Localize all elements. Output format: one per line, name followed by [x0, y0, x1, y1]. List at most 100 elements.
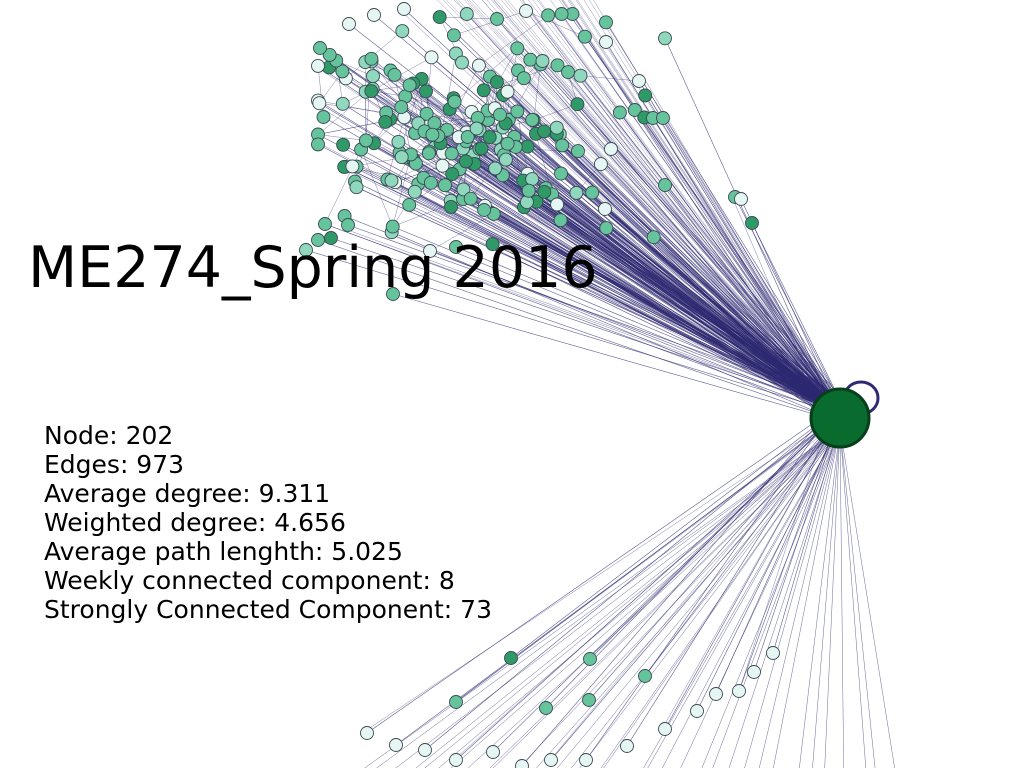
graph-node — [299, 243, 313, 257]
graph-node — [550, 197, 565, 212]
graph-node — [569, 185, 584, 200]
graph-node — [519, 195, 534, 210]
graph-node — [313, 41, 327, 55]
graph-node — [535, 54, 550, 68]
graph-node — [449, 695, 463, 709]
graph-node — [544, 753, 558, 767]
graph-node — [599, 221, 614, 236]
graph-node — [360, 726, 374, 740]
graph-node — [658, 31, 672, 46]
graph-node — [490, 12, 504, 26]
graph-node — [474, 141, 489, 156]
nodes-layer — [299, 2, 780, 768]
graph-node — [489, 75, 504, 90]
graph-node — [553, 213, 568, 228]
graph-node — [446, 28, 461, 43]
graph-node — [359, 133, 373, 148]
graph-node — [598, 202, 612, 216]
graph-node — [510, 104, 525, 119]
graph-node — [394, 150, 409, 165]
graph-node — [519, 4, 533, 18]
graph-node — [599, 15, 613, 30]
stat-weakly-connected: Weekly connected component: 8 — [44, 566, 455, 595]
graph-node — [523, 52, 538, 67]
graph-node — [599, 35, 613, 49]
hub-node — [809, 387, 871, 449]
graph-node — [516, 71, 531, 86]
graph-node — [658, 722, 672, 736]
graph-node — [627, 103, 642, 117]
graph-node — [367, 8, 381, 22]
graph-title: ME274_Spring 2016 — [28, 235, 598, 301]
hub-layer — [809, 380, 880, 449]
graph-node — [318, 217, 332, 231]
graph-node — [471, 58, 486, 73]
graph-node — [486, 745, 500, 759]
graph-node — [345, 159, 360, 174]
graph-node — [500, 136, 515, 151]
graph-node — [418, 743, 432, 757]
graph-node — [444, 146, 459, 161]
stat-weighted-degree: Weighted degree: 4.656 — [44, 508, 346, 537]
graph-node — [419, 84, 433, 99]
graph-node — [745, 216, 759, 230]
graph-node — [604, 142, 618, 156]
graph-node — [488, 161, 503, 176]
graph-node — [612, 105, 627, 120]
graph-node — [593, 157, 608, 172]
graph-node — [709, 687, 723, 701]
graph-node — [520, 139, 535, 154]
graph-node — [525, 112, 540, 127]
graph-node — [766, 646, 780, 660]
graph-node — [521, 183, 536, 198]
graph-node — [394, 100, 409, 115]
graph-node — [444, 199, 458, 214]
graph-node — [561, 65, 575, 80]
graph-node — [389, 738, 403, 752]
graph-node — [395, 24, 410, 39]
graph-node — [438, 178, 452, 193]
graph-node — [432, 10, 447, 25]
graph-node — [537, 124, 552, 139]
graph-node — [571, 144, 585, 159]
graph-node — [582, 693, 596, 707]
graph-node — [493, 107, 507, 122]
graph-node — [387, 67, 402, 82]
graph-node — [342, 17, 356, 31]
graph-node — [341, 218, 355, 232]
stat-node-count: Node: 202 — [44, 421, 174, 450]
stat-average-degree: Average degree: 9.311 — [44, 479, 331, 508]
stat-average-path-length: Average path lenghth: 5.025 — [44, 537, 403, 566]
graph-node — [554, 166, 568, 181]
graph-node — [476, 83, 491, 98]
stats-panel: Node: 202 Edges: 973 Average degree: 9.3… — [44, 421, 492, 624]
graph-node — [449, 753, 463, 767]
graph-node — [311, 58, 325, 73]
graph-node — [585, 185, 600, 200]
graph-node — [555, 138, 570, 153]
graph-node — [577, 29, 592, 44]
graph-node — [638, 669, 652, 683]
graph-node — [525, 172, 540, 187]
graph-node — [445, 167, 460, 181]
graph-node — [734, 192, 748, 206]
graph-node — [335, 64, 350, 79]
graph-node — [316, 110, 331, 124]
graph-node — [364, 84, 379, 99]
graph-node — [485, 237, 500, 252]
graph-node — [579, 753, 593, 767]
graph-node — [378, 114, 393, 129]
graph-node — [646, 230, 661, 245]
graph-node — [421, 146, 436, 161]
graph-node — [549, 120, 564, 135]
graph-node — [384, 173, 399, 188]
graph-node — [632, 74, 646, 88]
graph-node — [385, 219, 400, 234]
graph-node — [311, 233, 325, 247]
graph-node — [573, 68, 588, 83]
graph-node — [656, 111, 670, 125]
graph-node — [435, 158, 450, 173]
graph-node — [477, 203, 492, 217]
graph-node — [539, 701, 553, 715]
